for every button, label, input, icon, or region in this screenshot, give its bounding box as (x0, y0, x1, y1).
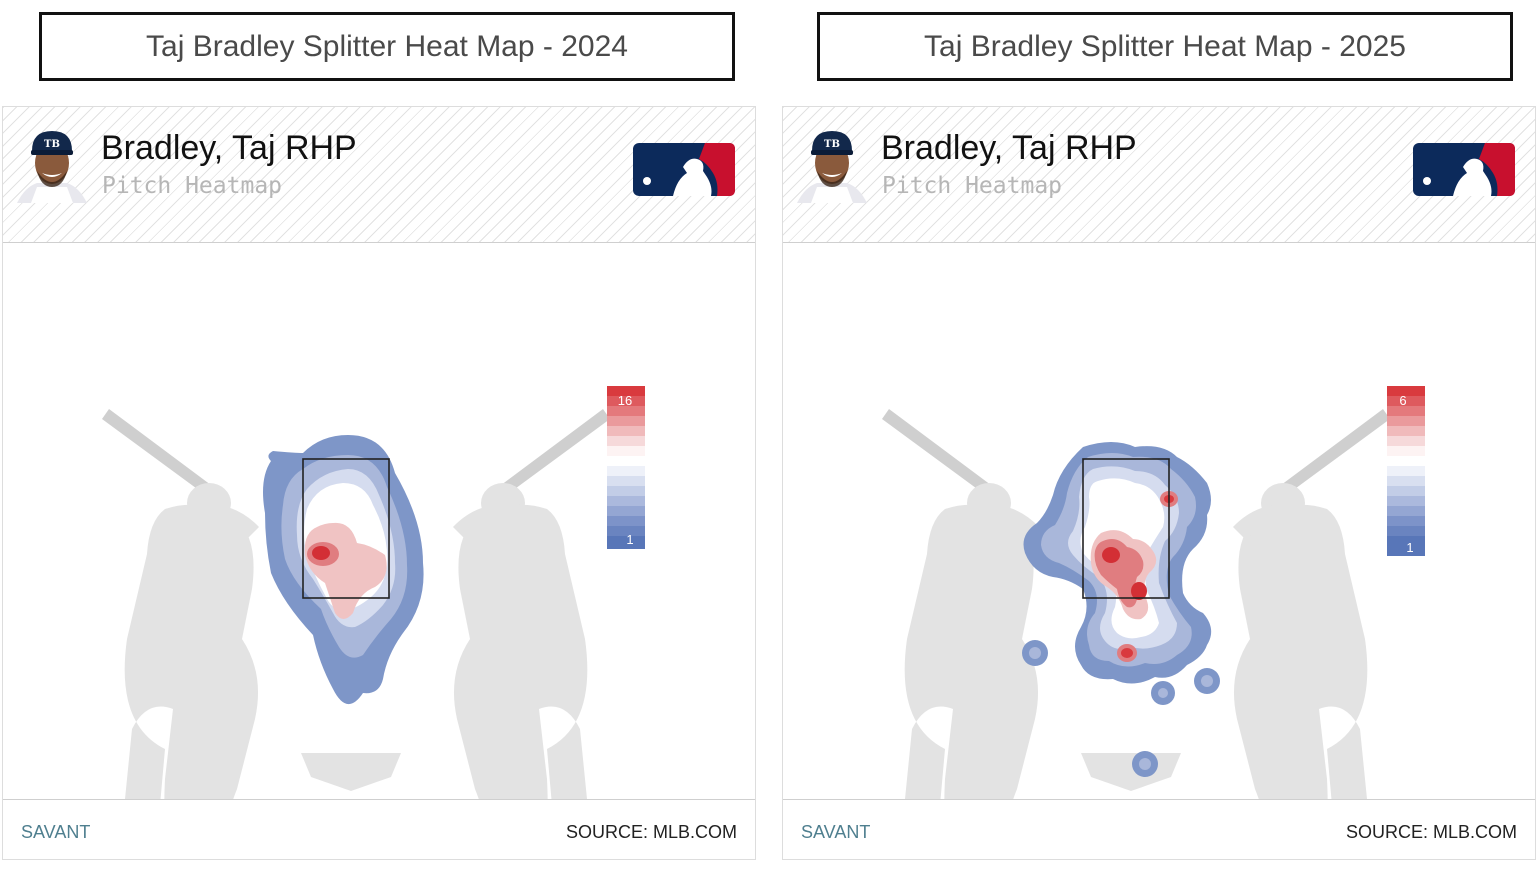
heatmap-plot: 16 1 (102, 386, 645, 799)
card-header: TB Bradley, Taj RHP Pitch Heatmap (783, 107, 1535, 243)
legend-min-label: 1 (1406, 540, 1413, 555)
card-footer: SAVANT SOURCE: MLB.COM (783, 799, 1535, 859)
mlb-logo (633, 143, 735, 196)
heat-contours (1022, 442, 1220, 777)
pitch-heatmap-label: Pitch Heatmap (882, 173, 1063, 199)
right-batter-silhouette (453, 409, 610, 799)
chart-title-text: Taj Bradley Splitter Heat Map - 2025 (924, 29, 1406, 63)
mlb-logo (1413, 143, 1515, 196)
svg-text:TB: TB (824, 139, 840, 150)
savant-link[interactable]: SAVANT (21, 822, 91, 842)
legend-min-label: 1 (626, 532, 633, 547)
pitch-heatmap-label: Pitch Heatmap (102, 173, 283, 199)
strike-zone (302, 458, 390, 599)
heatmap-card-2024: TB Bradley, Taj RHP Pitch Heatmap (2, 106, 756, 860)
chart-title-2024: Taj Bradley Splitter Heat Map - 2024 (39, 12, 735, 81)
card-footer: SAVANT SOURCE: MLB.COM (3, 799, 755, 859)
legend-max-label: 16 (618, 393, 632, 408)
card-header: TB Bradley, Taj RHP Pitch Heatmap (3, 107, 755, 243)
player-avatar: TB (797, 131, 867, 203)
left-batter-silhouette (882, 409, 1039, 799)
chart-title-2025: Taj Bradley Splitter Heat Map - 2025 (817, 12, 1513, 81)
right-batter-silhouette (1233, 409, 1390, 799)
heatmap-plot: 6 1 (882, 386, 1425, 799)
heat-contours (263, 435, 424, 705)
player-name: Bradley, Taj RHP (101, 129, 357, 167)
legend-scale: 6 1 (1387, 386, 1425, 556)
source-label: SOURCE: MLB.COM (1345, 822, 1517, 842)
left-batter-silhouette (102, 409, 259, 799)
chart-title-text: Taj Bradley Splitter Heat Map - 2024 (146, 29, 628, 63)
svg-text:TB: TB (44, 139, 60, 150)
legend-max-label: 6 (1399, 393, 1406, 408)
player-name: Bradley, Taj RHP (881, 129, 1137, 167)
player-avatar: TB (17, 131, 87, 203)
source-label: SOURCE: MLB.COM (565, 822, 737, 842)
savant-link[interactable]: SAVANT (801, 822, 871, 842)
strike-zone (1082, 458, 1170, 599)
home-plate (301, 753, 401, 791)
legend-scale: 16 1 (607, 386, 645, 549)
heatmap-card-2025: TB Bradley, Taj RHP Pitch Heatmap (782, 106, 1536, 860)
home-plate (1081, 753, 1181, 791)
